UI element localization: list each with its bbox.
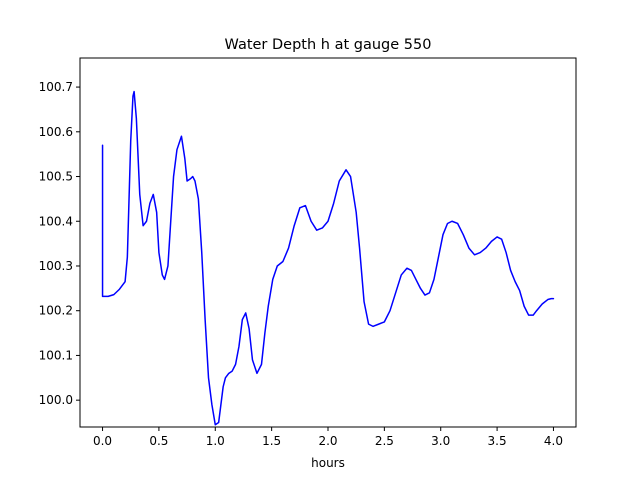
y-axis-ticks: 100.0 100.1 100.2 100.3 100.4 100.5 100.6 100.7 xyxy=(39,80,80,407)
x-tick-label: 3.0 xyxy=(431,434,450,448)
y-tick-label: 100.7 xyxy=(39,80,73,94)
y-tick-label: 100.6 xyxy=(39,125,73,139)
x-tick-label: 2.0 xyxy=(318,434,337,448)
x-tick-label: 0.5 xyxy=(149,434,168,448)
y-tick-label: 100.0 xyxy=(39,393,73,407)
x-tick-label: 3.5 xyxy=(488,434,507,448)
series-line-0 xyxy=(101,90,555,426)
y-tick-label: 100.3 xyxy=(39,259,73,273)
x-axis-ticks: 0.0 0.5 1.0 1.5 2.0 2.5 3.0 3.5 4.0 xyxy=(93,427,563,448)
y-tick-label: 100.2 xyxy=(39,304,73,318)
plot-area-frame xyxy=(79,57,577,428)
y-tick-label: 100.4 xyxy=(39,214,73,228)
x-tick-label: 4.0 xyxy=(544,434,563,448)
y-tick-label: 100.1 xyxy=(39,348,73,362)
x-tick-label: 0.0 xyxy=(93,434,112,448)
x-axis-label: hours xyxy=(311,456,345,470)
chart-title: Water Depth h at gauge 550 xyxy=(225,37,432,53)
x-tick-label: 2.5 xyxy=(375,434,394,448)
plot-content xyxy=(101,90,555,426)
x-tick-label: 1.5 xyxy=(262,434,281,448)
x-tick-label: 1.0 xyxy=(206,434,225,448)
y-tick-label: 100.5 xyxy=(39,170,73,184)
